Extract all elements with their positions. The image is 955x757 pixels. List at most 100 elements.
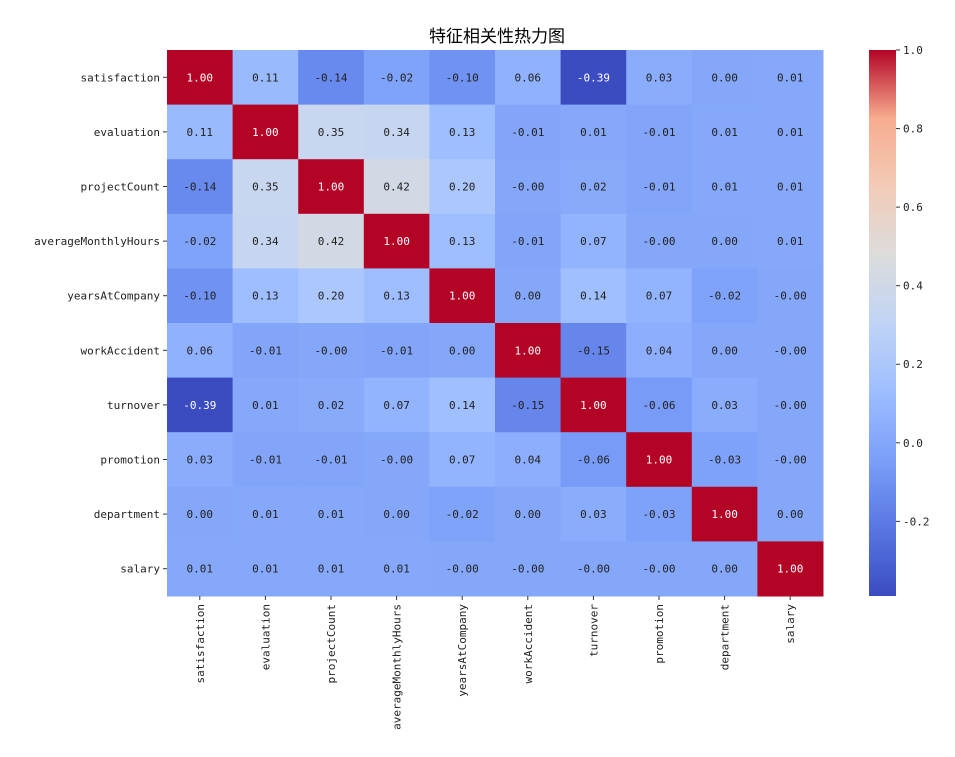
heatmap-cell [298,50,365,106]
heatmap-cell [757,432,824,488]
colorbar-tick-label: 0.6 [903,201,923,214]
heatmap-cell [691,50,758,106]
cell-value-label: 0.03 [580,508,607,521]
heatmap-cell [167,432,234,488]
heatmap-cell [691,104,758,160]
heatmap-cell [560,486,627,542]
heatmap-cell [167,104,234,160]
cell-value-label: 0.13 [449,235,476,248]
colorbar-tick-label: 0.2 [903,358,923,371]
heatmap-cell [167,486,234,542]
heatmap-cell [298,268,365,324]
heatmap-cell [626,323,693,379]
x-tick-label: satisfaction [194,604,207,683]
cell-value-label: -0.00 [774,344,807,357]
cell-value-label: 0.35 [252,181,279,194]
cell-value-label: -0.00 [446,563,479,576]
heatmap-cell [363,541,430,597]
cell-value-label: -0.02 [446,508,479,521]
cell-value-label: 0.20 [449,181,476,194]
cell-value-label: -0.01 [511,235,544,248]
heatmap-cell [757,541,824,597]
cell-value-label: 0.00 [515,508,542,521]
cell-value-label: -0.00 [511,181,544,194]
heatmap-cell [560,268,627,324]
heatmap-cell [495,50,562,106]
cell-value-label: -0.01 [511,126,544,139]
y-tick-label: projectCount [81,181,160,194]
heatmap-cell [626,486,693,542]
heatmap-cell [757,268,824,324]
heatmap-cell [232,104,299,160]
cell-value-label: -0.39 [183,399,216,412]
heatmap-cell [232,159,299,215]
heatmap-cell [560,104,627,160]
heatmap-cell [691,541,758,597]
x-tick-label: promotion [653,604,666,664]
heatmap-cell [626,377,693,433]
cell-value-label: 0.34 [383,126,410,139]
cell-value-label: -0.39 [577,71,610,84]
cell-value-label: -0.01 [380,344,413,357]
cell-value-label: 0.01 [777,71,804,84]
cell-value-label: 0.07 [580,235,607,248]
cell-value-label: -0.02 [183,235,216,248]
heatmap-cell [495,486,562,542]
heatmap-cell [495,104,562,160]
cell-value-label: 0.42 [383,181,410,194]
x-tick-label: yearsAtCompany [456,604,469,697]
cell-value-label: -0.01 [314,454,347,467]
heatmap-cell [560,541,627,597]
heatmap-cell [363,377,430,433]
cell-value-label: 1.00 [711,508,738,521]
cell-value-label: 0.00 [383,508,410,521]
heatmap-cell [626,432,693,488]
heatmap-cell [691,432,758,488]
heatmap-cell [429,50,496,106]
heatmap-cell [691,323,758,379]
heatmap-cell [298,104,365,160]
cell-value-label: -0.01 [642,181,675,194]
cell-value-label: 0.01 [252,508,279,521]
heatmap-cell [495,213,562,269]
heatmap-cell [298,486,365,542]
cell-value-label: 0.13 [252,290,279,303]
cell-value-label: 0.01 [252,399,279,412]
heatmap-cell [691,486,758,542]
cell-value-label: -0.00 [642,563,675,576]
cell-value-label: 0.01 [711,126,738,139]
heatmap-cell [560,323,627,379]
cell-value-label: 0.01 [318,563,345,576]
heatmap-cell [626,268,693,324]
cell-value-label: 1.00 [777,563,804,576]
heatmap-cell [298,432,365,488]
colorbar-tick-label: 0.4 [903,280,923,293]
cell-value-label: 0.35 [318,126,345,139]
cell-value-label: -0.01 [642,126,675,139]
heatmap-cell [298,377,365,433]
cell-value-label: -0.00 [314,344,347,357]
heatmap-cell [167,213,234,269]
cell-value-label: 1.00 [580,399,607,412]
y-tick-label: satisfaction [81,71,160,84]
y-tick-label: turnover [107,399,160,412]
cell-value-label: -0.00 [774,454,807,467]
heatmap-cell [232,541,299,597]
colorbar-tick-label: 0.0 [903,437,923,450]
heatmap-cell [626,159,693,215]
cell-value-label: 0.14 [449,399,476,412]
cell-value-label: -0.10 [183,290,216,303]
cell-value-label: 1.00 [318,181,345,194]
cell-value-label: 0.11 [252,71,279,84]
heatmap-cell [757,104,824,160]
x-tick-label: turnover [587,604,600,657]
x-tick-label: department [719,604,732,670]
heatmap-cell [495,159,562,215]
cell-value-label: 0.03 [711,399,738,412]
cell-value-label: 0.01 [580,126,607,139]
heatmap-cell [495,541,562,597]
heatmap-cell [626,213,693,269]
y-tick-label: promotion [100,454,160,467]
cell-value-label: 0.02 [318,399,345,412]
